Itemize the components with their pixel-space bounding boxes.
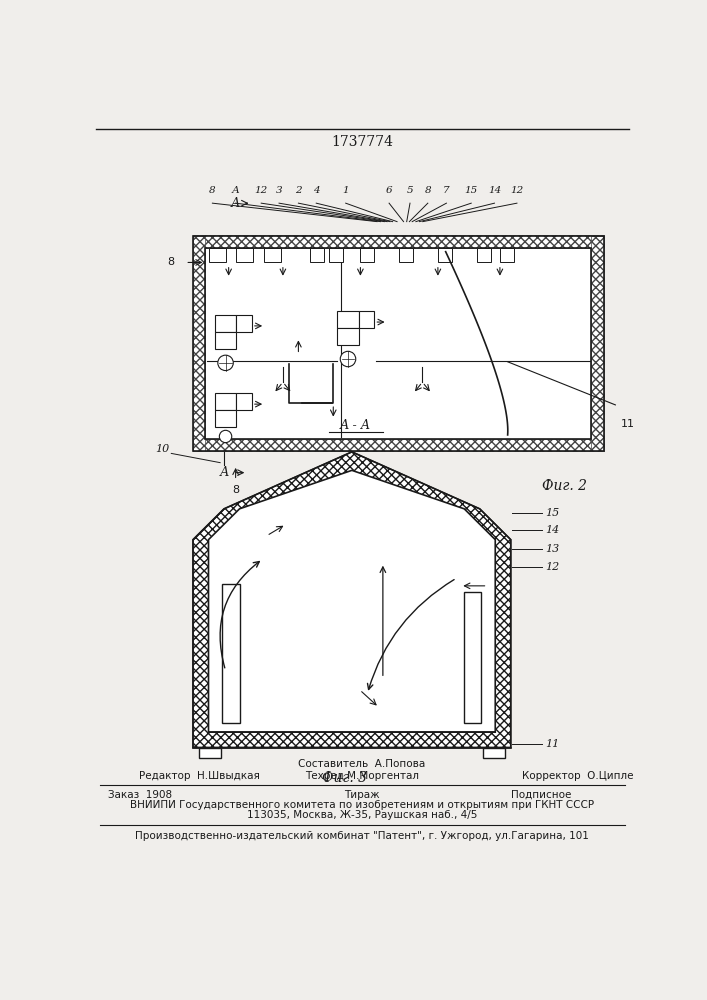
Bar bbox=[236, 315, 252, 332]
Bar bbox=[337, 311, 359, 328]
Bar bbox=[193, 235, 604, 451]
Text: А: А bbox=[232, 186, 240, 195]
Text: Фиг. 3: Фиг. 3 bbox=[322, 771, 367, 785]
Text: 5: 5 bbox=[407, 186, 414, 195]
Text: А: А bbox=[219, 466, 229, 479]
Bar bbox=[500, 248, 514, 262]
Circle shape bbox=[218, 355, 233, 371]
Bar bbox=[361, 248, 374, 262]
Bar bbox=[236, 393, 252, 410]
Bar bbox=[209, 248, 226, 262]
Bar bbox=[359, 311, 374, 328]
Bar bbox=[193, 235, 206, 451]
Bar bbox=[236, 248, 253, 262]
Bar bbox=[464, 592, 481, 723]
Text: Редактор  Н.Швыдкая: Редактор Н.Швыдкая bbox=[139, 771, 259, 781]
Polygon shape bbox=[209, 470, 495, 732]
Bar bbox=[199, 748, 221, 758]
Bar bbox=[337, 328, 359, 345]
Text: Составитель  А.Попова: Составитель А.Попова bbox=[298, 759, 426, 769]
Bar bbox=[329, 248, 344, 262]
Bar bbox=[215, 332, 236, 349]
Text: 1737774: 1737774 bbox=[331, 135, 393, 149]
Text: 14: 14 bbox=[546, 525, 560, 535]
Text: 1: 1 bbox=[342, 186, 349, 195]
Bar bbox=[399, 248, 413, 262]
Bar bbox=[438, 248, 452, 262]
Text: 15: 15 bbox=[464, 186, 478, 195]
Text: 12: 12 bbox=[510, 186, 524, 195]
Circle shape bbox=[340, 351, 356, 367]
Bar bbox=[206, 248, 591, 439]
Text: 14: 14 bbox=[488, 186, 501, 195]
Bar bbox=[215, 410, 236, 427]
Text: 3: 3 bbox=[276, 186, 282, 195]
Text: Техред М.Моргентал: Техред М.Моргентал bbox=[305, 771, 419, 781]
Text: 4: 4 bbox=[313, 186, 320, 195]
Text: 8: 8 bbox=[168, 257, 175, 267]
Text: 113035, Москва, Ж-35, Раушская наб., 4/5: 113035, Москва, Ж-35, Раушская наб., 4/5 bbox=[247, 810, 477, 820]
Text: Тираж: Тираж bbox=[344, 790, 380, 800]
Bar bbox=[215, 393, 236, 410]
Text: 8: 8 bbox=[232, 485, 239, 495]
Text: 8: 8 bbox=[209, 186, 216, 195]
Text: Производственно-издательский комбинат "Патент", г. Ужгород, ул.Гагарина, 101: Производственно-издательский комбинат "П… bbox=[135, 831, 589, 841]
Bar bbox=[215, 315, 236, 332]
Text: 10: 10 bbox=[155, 444, 169, 454]
Text: 13: 13 bbox=[546, 544, 560, 554]
Text: 12: 12 bbox=[546, 562, 560, 572]
Polygon shape bbox=[209, 470, 495, 732]
Bar bbox=[591, 235, 604, 451]
Bar bbox=[477, 248, 491, 262]
Text: А - А: А - А bbox=[340, 419, 371, 432]
Bar bbox=[193, 439, 604, 451]
Bar bbox=[206, 248, 591, 439]
Text: 15: 15 bbox=[546, 508, 560, 518]
Text: Фиг. 2: Фиг. 2 bbox=[542, 479, 588, 493]
Bar bbox=[223, 584, 240, 723]
Text: 12: 12 bbox=[353, 485, 367, 495]
Text: 12: 12 bbox=[255, 186, 268, 195]
Bar bbox=[193, 235, 604, 248]
Text: Заказ  1908: Заказ 1908 bbox=[107, 790, 172, 800]
Text: Корректор  О.Ципле: Корректор О.Ципле bbox=[522, 771, 634, 781]
Bar bbox=[483, 748, 505, 758]
Text: А: А bbox=[231, 197, 240, 210]
Text: Подписное: Подписное bbox=[510, 790, 571, 800]
Bar bbox=[310, 248, 324, 262]
Text: 2: 2 bbox=[295, 186, 302, 195]
Circle shape bbox=[219, 430, 232, 443]
Polygon shape bbox=[193, 452, 510, 748]
Text: 7: 7 bbox=[443, 186, 450, 195]
Text: 11: 11 bbox=[546, 739, 560, 749]
Text: 6: 6 bbox=[386, 186, 392, 195]
Bar bbox=[264, 248, 281, 262]
Text: 8: 8 bbox=[424, 186, 431, 195]
Text: ВНИИПИ Государственного комитета по изобретениям и открытиям при ГКНТ СССР: ВНИИПИ Государственного комитета по изоб… bbox=[130, 800, 594, 810]
Text: 11: 11 bbox=[621, 419, 635, 429]
